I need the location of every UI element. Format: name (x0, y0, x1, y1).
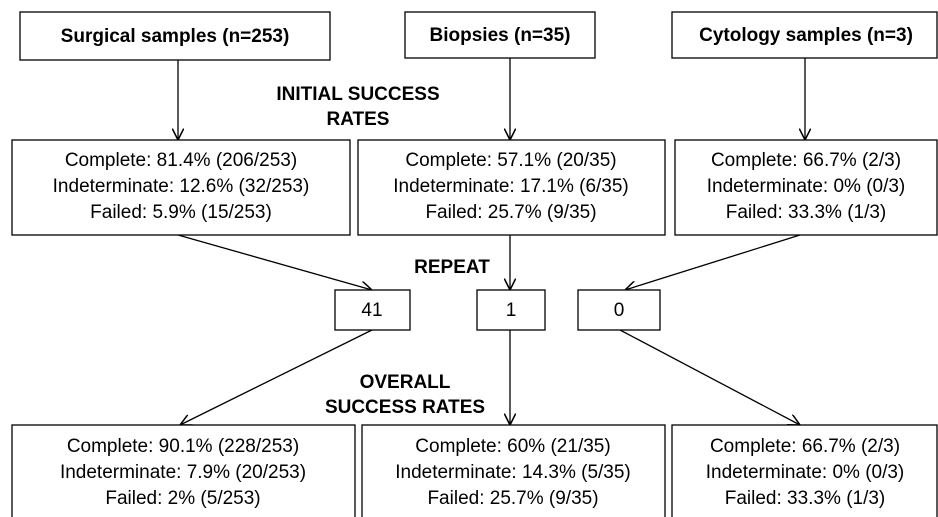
overall-box (361, 424, 666, 517)
source-box (404, 11, 596, 59)
arrow (625, 234, 801, 290)
source-box (19, 11, 331, 61)
repeat-count: 1 (506, 300, 517, 321)
result-line: Indeterminate: 14.3% (5/35) (395, 462, 631, 483)
result-line: Failed: 33.3% (1/3) (725, 488, 886, 509)
result-line: Complete: 60% (21/35) (415, 436, 610, 457)
result-line: Indeterminate: 17.1% (6/35) (393, 176, 629, 197)
section-heading: SUCCESS RATES (325, 397, 485, 418)
arrow (180, 329, 373, 425)
source-box (671, 11, 938, 59)
repeat-box (476, 289, 546, 331)
result-line: Complete: 90.1% (228/253) (67, 436, 299, 457)
section-heading: OVERALL (360, 372, 451, 393)
arrow (177, 234, 372, 290)
repeat-count: 41 (361, 300, 382, 321)
result-line: Indeterminate: 7.9% (20/253) (60, 462, 306, 483)
result-line: Failed: 2% (5/253) (105, 488, 260, 509)
result-line: Complete: 57.1% (20/35) (405, 150, 616, 171)
overall-box (671, 424, 938, 517)
initial-box (357, 139, 666, 236)
section-heading: RATES (327, 109, 390, 130)
result-line: Indeterminate: 0% (0/3) (706, 462, 905, 483)
result-line: Complete: 66.7% (2/3) (710, 436, 900, 457)
result-line: Indeterminate: 0% (0/3) (707, 176, 906, 197)
source-label: Cytology samples (n=3) (699, 25, 913, 46)
arrow (619, 329, 800, 425)
section-heading: INITIAL SUCCESS (276, 84, 439, 105)
result-line: Failed: 33.3% (1/3) (726, 202, 887, 223)
result-line: Failed: 5.9% (15/253) (90, 202, 272, 223)
initial-box (674, 139, 938, 236)
section-heading: REPEAT (414, 257, 490, 278)
result-line: Failed: 25.7% (9/35) (425, 202, 596, 223)
arrows (178, 58, 805, 425)
result-line: Failed: 25.7% (9/35) (427, 488, 598, 509)
repeat-count: 0 (614, 300, 625, 321)
result-line: Complete: 66.7% (2/3) (711, 150, 901, 171)
initial-box (11, 139, 351, 236)
repeat-box (334, 289, 411, 331)
source-label: Biopsies (n=35) (430, 25, 571, 46)
overall-box (11, 424, 356, 517)
source-label: Surgical samples (n=253) (61, 26, 290, 47)
result-line: Indeterminate: 12.6% (32/253) (53, 176, 310, 197)
repeat-box (577, 289, 661, 331)
result-line: Complete: 81.4% (206/253) (65, 150, 297, 171)
